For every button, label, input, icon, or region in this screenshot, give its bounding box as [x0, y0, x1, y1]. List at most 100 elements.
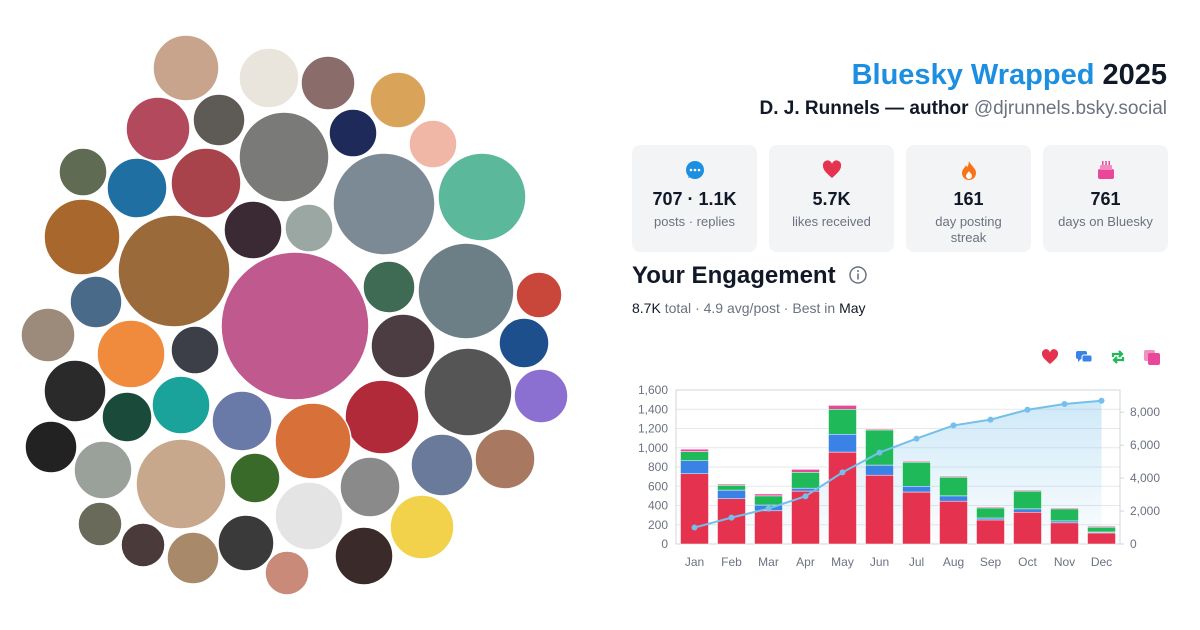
bar-segment [1050, 522, 1079, 545]
separator: · [695, 300, 700, 316]
separator: · [783, 300, 789, 316]
avatar [151, 375, 211, 435]
stat-value: 161 [953, 189, 984, 209]
x-tick-label: Jul [909, 555, 924, 569]
engagement: Your Engagement 8.7K total · 4.9 avg/pos… [632, 262, 868, 316]
avatar [370, 313, 436, 379]
avatar [344, 379, 420, 455]
bar-segment [1013, 489, 1042, 492]
avatar [125, 96, 191, 162]
avatar [58, 147, 108, 197]
avatar [515, 271, 563, 319]
bar-segment [1013, 490, 1042, 510]
y-tick-label: 600 [648, 479, 668, 493]
chart: 0 200 400 600 800 1,000 1,200 1,400 1,600 0 2,000 4… [638, 349, 1160, 569]
bar-segment [754, 495, 783, 506]
stat-label: days on Bluesky [1058, 214, 1153, 229]
avatar [389, 494, 455, 560]
avatar [43, 359, 107, 423]
avatar [423, 347, 513, 437]
bar-segment [865, 474, 894, 545]
stat-card: 761 days on Bluesky [1043, 145, 1168, 252]
bar-segment [717, 483, 746, 486]
bar-segment [754, 510, 783, 545]
bar-segment [828, 405, 857, 410]
line-point [950, 422, 957, 429]
y2-tick-label: 2,000 [1130, 504, 1160, 518]
legend-icon[interactable] [1111, 350, 1125, 364]
bar-segment [939, 495, 968, 502]
bar-segment [680, 473, 709, 545]
line-point [802, 493, 809, 500]
bar-segment [976, 519, 1005, 545]
x-tick-label: Jan [685, 555, 704, 569]
avatar [69, 275, 123, 329]
legend-icon[interactable] [1076, 351, 1093, 363]
x-tick-label: Feb [721, 555, 742, 569]
bar-segment [1050, 508, 1079, 522]
best-month: May [839, 300, 866, 316]
bar-segment [828, 434, 857, 453]
title-text: Bluesky Wrapped [851, 59, 1095, 91]
avatar [229, 452, 281, 504]
stat-card: 161 day posting streak [906, 145, 1031, 252]
title: Bluesky Wrapped 2025 [760, 56, 1167, 94]
bar-segment [865, 464, 894, 476]
avatar [362, 260, 416, 314]
avatar [332, 152, 436, 256]
bar-segment [717, 485, 746, 491]
avatar [498, 317, 550, 369]
year: 2025 [1102, 59, 1167, 91]
bar-segment [1087, 532, 1116, 545]
avatar [73, 440, 133, 500]
avatar [43, 198, 121, 276]
avatar [513, 368, 569, 424]
bar-segment [717, 489, 746, 500]
y-tick-label: 1,600 [638, 383, 668, 397]
x-tick-label: Dec [1091, 555, 1112, 569]
y-tick-label: 1,400 [638, 402, 668, 416]
avatar [211, 390, 273, 452]
avatar [135, 438, 227, 530]
x-tick-label: May [831, 555, 854, 569]
avatar [339, 456, 401, 518]
line-point [1061, 401, 1068, 407]
stat-label: posts · replies [654, 214, 735, 229]
stat-value: 5.7K [812, 189, 851, 209]
bar-segment [1050, 507, 1079, 510]
best-label: Best in [792, 300, 836, 316]
bar-segment [902, 491, 931, 545]
avatar [166, 531, 220, 585]
header: Bluesky Wrapped 2025 D. J. Runnels — aut… [760, 56, 1168, 124]
bar-segment [1050, 520, 1079, 524]
avatar [217, 514, 275, 572]
y-tick-label: 0 [661, 537, 668, 551]
bar-segment [976, 506, 1005, 509]
bar-segment [939, 475, 968, 478]
line-point [876, 449, 883, 456]
avatar [417, 242, 515, 340]
legend-icon[interactable] [1041, 349, 1059, 364]
legend-icon[interactable] [1144, 350, 1160, 365]
avatar [334, 526, 394, 586]
info-icon[interactable] [848, 265, 868, 285]
y-tick-label: 1,200 [638, 422, 668, 436]
avatar [408, 119, 458, 169]
avatar [328, 108, 378, 158]
avatar [96, 319, 166, 389]
avatar [106, 157, 168, 219]
bar-segment [828, 451, 857, 545]
avatar [77, 501, 123, 547]
y2-tick-label: 6,000 [1130, 438, 1160, 452]
avatar [274, 402, 352, 480]
icon [822, 160, 841, 178]
total-value: 8.7K [632, 300, 661, 316]
bar-segment [939, 500, 968, 545]
avatar [437, 152, 527, 242]
icon [685, 161, 704, 179]
bar-segment [1087, 526, 1116, 533]
bar-segment [680, 451, 709, 461]
bar-segment [1013, 511, 1042, 545]
line-point [1098, 397, 1105, 404]
bar-segment [939, 476, 968, 497]
